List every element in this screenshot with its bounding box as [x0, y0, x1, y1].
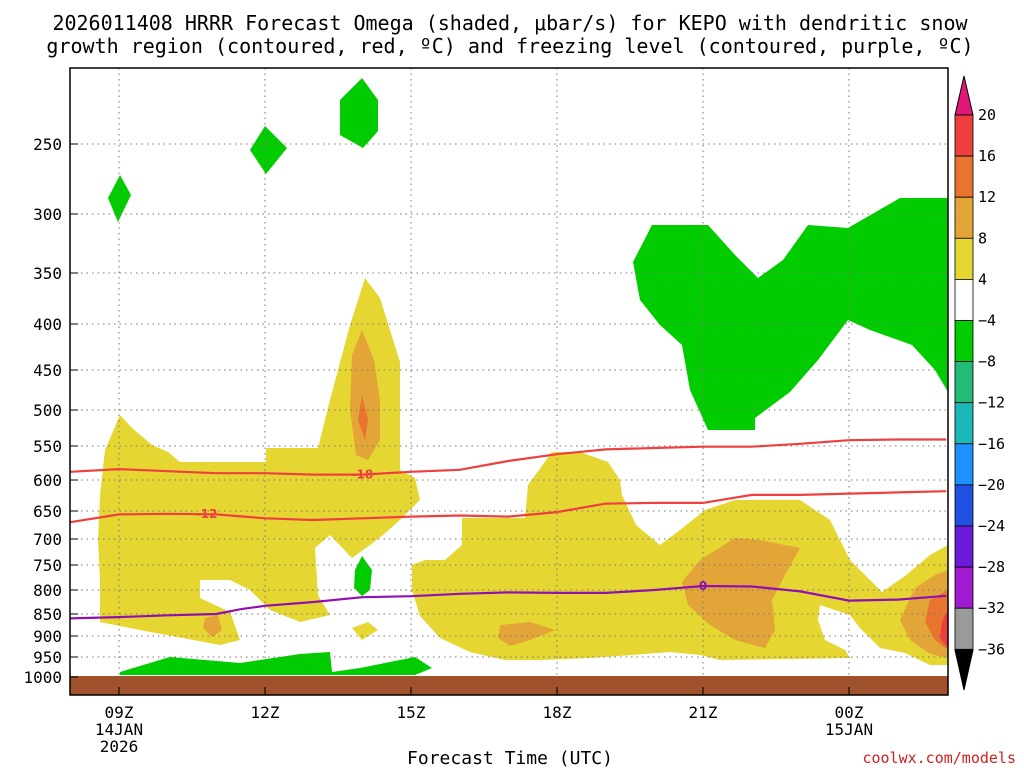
colorbar-swatch: [954, 237, 974, 280]
omega-rising-area: [250, 126, 287, 174]
y-tick-label: 900: [33, 627, 62, 646]
y-tick-label: 350: [33, 264, 62, 283]
colorbar-labels: 20 16 12 8 4 −4 −8 −12 −16 −20 −24 −28 −32 −36: [978, 106, 1005, 658]
colorbar-swatch: [954, 155, 974, 198]
contour-label: -12: [196, 507, 218, 521]
surface-ground: [70, 676, 948, 695]
colorbar-swatch: [954, 361, 974, 404]
colorbar-label: −36: [978, 640, 1005, 658]
y-tick-label: 550: [33, 437, 62, 456]
contour-freezing-level: [70, 584, 947, 620]
omega-sinking-area-strongest: [940, 610, 948, 648]
colorbar-label: −8: [978, 353, 996, 371]
omega-sinking-area-strong: [203, 615, 222, 637]
colorbar-swatch: [954, 525, 974, 568]
colorbar-swatch: [954, 607, 974, 650]
colorbar-label: −24: [978, 517, 1005, 535]
chart-title-line-2: growth region (contoured, red, ºC) and f…: [46, 34, 973, 58]
omega-sinking-area: [352, 622, 378, 640]
y-tick-label: 500: [33, 401, 62, 420]
omega-rising-area: [120, 652, 432, 675]
omega-rising-area: [633, 198, 948, 430]
y-tick-label: 300: [33, 205, 62, 224]
y-tick-label: 450: [33, 361, 62, 380]
omega-rising-area: [340, 78, 378, 148]
y-tick-label: 700: [33, 530, 62, 549]
colorbar-label: 20: [978, 106, 996, 124]
colorbar-label: 4: [978, 270, 987, 288]
temperature-contours: -18 -12 0: [70, 438, 947, 620]
colorbar-label: −20: [978, 476, 1005, 494]
y-tick-label: 750: [33, 556, 62, 575]
contour-dendritic-bottom: [70, 490, 947, 524]
omega-sinking-area-strong: [350, 330, 380, 460]
colorbar-swatch: [954, 320, 974, 362]
y-tick-label: 850: [33, 605, 62, 624]
contour-label: 0: [699, 579, 707, 593]
plot-border: [69, 67, 949, 696]
y-tick-label: 950: [33, 648, 62, 667]
x-tick-label: 09Z: [105, 703, 134, 722]
colorbar-swatch: [954, 196, 974, 239]
y-tick-label: 600: [33, 471, 62, 490]
y-tick-label: 400: [33, 315, 62, 334]
x-tick-label: 2026: [100, 737, 139, 756]
omega-rising-area: [354, 556, 372, 596]
colorbar-swatch: [954, 484, 974, 527]
colorbar-top-arrow: [954, 75, 974, 116]
x-tick-label: 15JAN: [825, 720, 873, 739]
colorbar-swatch: [954, 443, 974, 486]
x-tick-label: 21Z: [689, 703, 718, 722]
x-tick-label: 14JAN: [95, 720, 143, 739]
x-axis-label: Forecast Time (UTC): [407, 748, 613, 768]
y-tick-label: 1000: [23, 668, 62, 687]
y-tick-label: 250: [33, 135, 62, 154]
x-tick-label: 15Z: [397, 703, 426, 722]
contour-dendritic-top: [70, 438, 947, 476]
omega-rising-area: [108, 175, 131, 222]
y-axis-ticks: 250 300 350 400 450 500 550 600 650 700 750 800 850 9…: [23, 135, 78, 687]
colorbar-swatch: [954, 114, 974, 157]
colorbar-label: 16: [978, 147, 996, 165]
colorbar-label: −16: [978, 435, 1005, 453]
x-tick-label: 12Z: [251, 703, 280, 722]
colorbar-label: 12: [978, 188, 996, 206]
credit-link[interactable]: coolwx.com/models: [862, 749, 1016, 767]
colorbar-bottom-arrow: [954, 649, 974, 691]
colorbar-label: −12: [978, 394, 1005, 412]
colorbar-swatch: [954, 402, 974, 445]
colorbar-legend: 20 16 12 8 4 −4 −8 −12 −16 −20 −24 −28 −32 −36: [954, 75, 1005, 691]
colorbar-label: −4: [978, 312, 996, 330]
x-tick-label: 00Z: [835, 703, 864, 722]
omega-sinking-area-strong: [682, 538, 800, 648]
colorbar-swatches: [954, 114, 974, 650]
x-tick-label: 18Z: [543, 703, 572, 722]
chart-title-line-1: 2026011408 HRRR Forecast Omega (shaded, …: [52, 11, 968, 35]
colorbar-swatch: [954, 566, 974, 609]
y-tick-label: 650: [33, 502, 62, 521]
contour-label: -18: [351, 468, 373, 482]
omega-sinking-area: [412, 452, 948, 665]
omega-sinking-area-strong: [498, 622, 555, 646]
plot-area: -18 -12 0: [69, 67, 949, 696]
colorbar-label: 8: [978, 229, 987, 247]
colorbar-label: −28: [978, 558, 1005, 576]
omega-sinking-area-stronger: [358, 395, 368, 440]
y-tick-label: 800: [33, 581, 62, 600]
colorbar-swatch: [954, 278, 974, 321]
colorbar-label: −32: [978, 599, 1005, 617]
